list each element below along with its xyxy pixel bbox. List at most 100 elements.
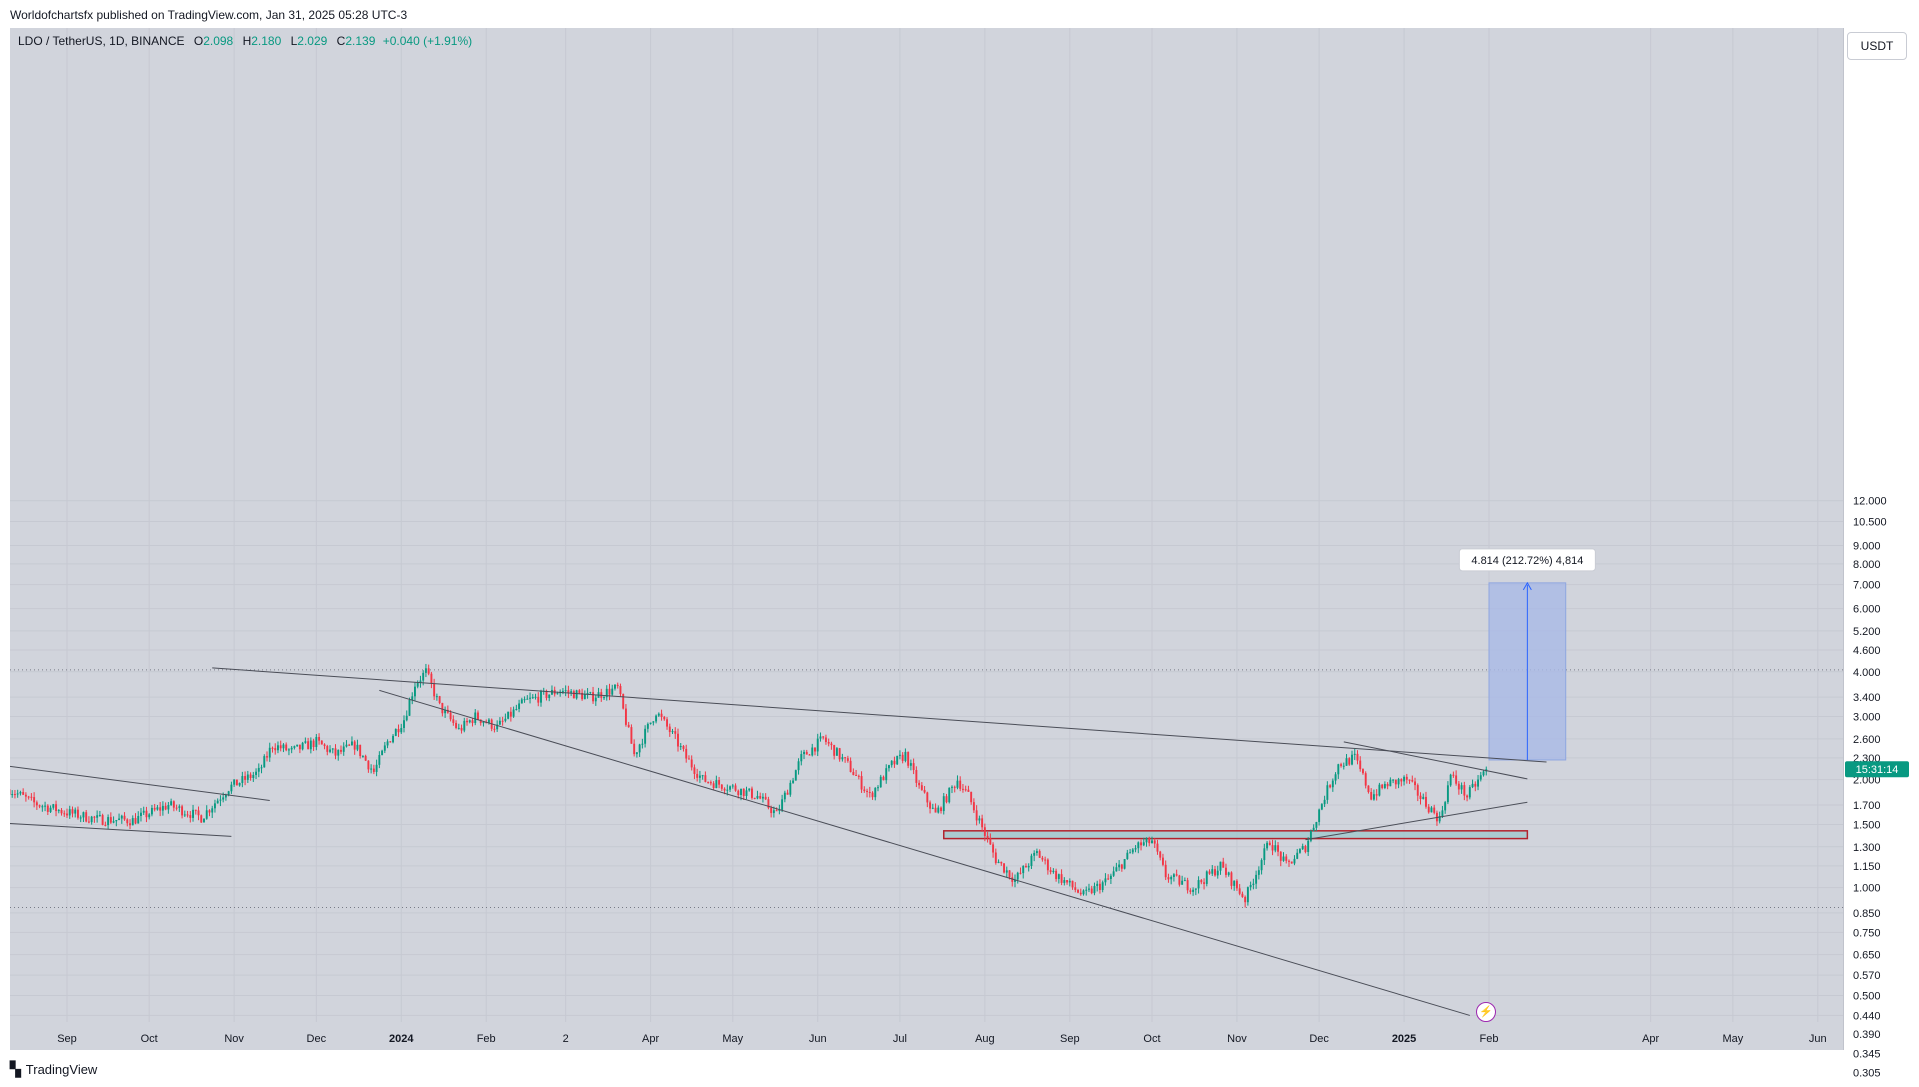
price-tick-label: 1.300 (1853, 842, 1881, 854)
candle-body (814, 747, 816, 752)
candle-body (66, 813, 68, 816)
candle-body (1014, 879, 1016, 882)
candle-body (635, 752, 638, 755)
candle-body (871, 792, 874, 798)
candle-body (296, 744, 299, 747)
candle-body (526, 698, 529, 700)
candle-body (153, 807, 156, 810)
candle-body (783, 792, 786, 800)
time-tick-label: 2025 (1392, 1033, 1416, 1045)
candle-body (260, 767, 263, 769)
candle-body (567, 690, 570, 693)
currency-unit-button[interactable]: USDT (1847, 32, 1907, 60)
candle-body (789, 782, 792, 795)
candle-body (1123, 859, 1126, 869)
candle-body (1411, 780, 1414, 782)
candle-body (1145, 837, 1148, 843)
candle-body (734, 785, 737, 791)
candle-body (211, 808, 214, 813)
candle-body (74, 809, 77, 814)
candle-body (460, 727, 463, 731)
price-tick-label: 6.000 (1853, 604, 1881, 616)
candle-body (857, 775, 860, 777)
candle-body (326, 746, 329, 752)
candle-body (1466, 795, 1469, 798)
candle-body (1118, 864, 1121, 868)
trendline (1305, 801, 1528, 841)
candle-body (1455, 775, 1458, 784)
candle-body (1268, 842, 1271, 846)
candle-body (134, 818, 137, 824)
candle-body (759, 795, 762, 799)
candle-body (279, 745, 282, 749)
candle-body (1370, 792, 1373, 800)
candle-body (1101, 882, 1104, 890)
candle-body (803, 751, 805, 755)
time-tick-label: Apr (642, 1033, 659, 1045)
candle-body (44, 805, 47, 807)
chart-area[interactable] (10, 28, 1843, 1050)
candle-body (1077, 889, 1079, 893)
candle-body (63, 813, 66, 815)
candle-body (1140, 842, 1142, 846)
candle-body (285, 744, 288, 751)
candle-body (901, 754, 904, 761)
candle-body (644, 728, 647, 744)
candle-body (720, 784, 723, 789)
low-label: L (290, 34, 298, 48)
candle-body (337, 749, 340, 756)
candle-body (150, 807, 153, 815)
price-tick-label: 2.600 (1853, 734, 1881, 746)
candle-body (1288, 860, 1290, 862)
candle-body (271, 747, 274, 749)
tradingview-logo-icon: ▚ (10, 1061, 21, 1077)
candle-body (19, 792, 22, 794)
candle-body (350, 741, 353, 746)
trendline (212, 667, 1547, 763)
lightning-icon[interactable]: ⚡ (1476, 1002, 1496, 1022)
candle-body (403, 720, 405, 728)
candle-body (1044, 859, 1047, 861)
candle-body (1367, 785, 1370, 793)
candle-body (112, 821, 115, 823)
candle-body (972, 802, 975, 811)
candle-body (575, 690, 578, 699)
candle-body (1337, 764, 1340, 775)
candle-body (1266, 842, 1269, 849)
candle-body (90, 816, 93, 823)
candle-body (277, 745, 279, 751)
candle-body (833, 745, 836, 756)
candle-body (693, 767, 696, 774)
candle-body (1394, 779, 1397, 785)
candle-body (433, 683, 436, 697)
candle-body (1400, 779, 1403, 782)
candle-body (419, 680, 422, 683)
candle-body (87, 821, 90, 823)
time-tick-label: Aug (975, 1033, 995, 1045)
candle-body (978, 818, 981, 821)
candle-body (1175, 874, 1178, 876)
candle-body (1362, 769, 1364, 774)
symbol-title[interactable]: LDO / TetherUS, 1D, BINANCE (18, 34, 185, 48)
candle-body (657, 713, 660, 716)
candle-body (1345, 758, 1348, 766)
candle-body (79, 817, 82, 819)
price-axis[interactable] (1843, 28, 1919, 1050)
candle-body (33, 797, 36, 803)
candle-body (38, 805, 41, 807)
candle-body (1482, 771, 1485, 776)
candle-body (997, 861, 1000, 863)
candle-body (663, 716, 666, 720)
candle-body (213, 803, 216, 809)
candle-body (498, 720, 501, 725)
candle-body (877, 787, 879, 789)
time-tick-label: Nov (1227, 1033, 1247, 1045)
candle-body (93, 816, 96, 818)
footer-brand[interactable]: ▚ TradingView (10, 1061, 97, 1078)
candle-body (849, 760, 852, 772)
candle-body (715, 780, 718, 788)
price-tick-label: 0.390 (1853, 1029, 1881, 1041)
time-tick-label: Oct (141, 1033, 158, 1045)
candle-body (1178, 875, 1181, 885)
